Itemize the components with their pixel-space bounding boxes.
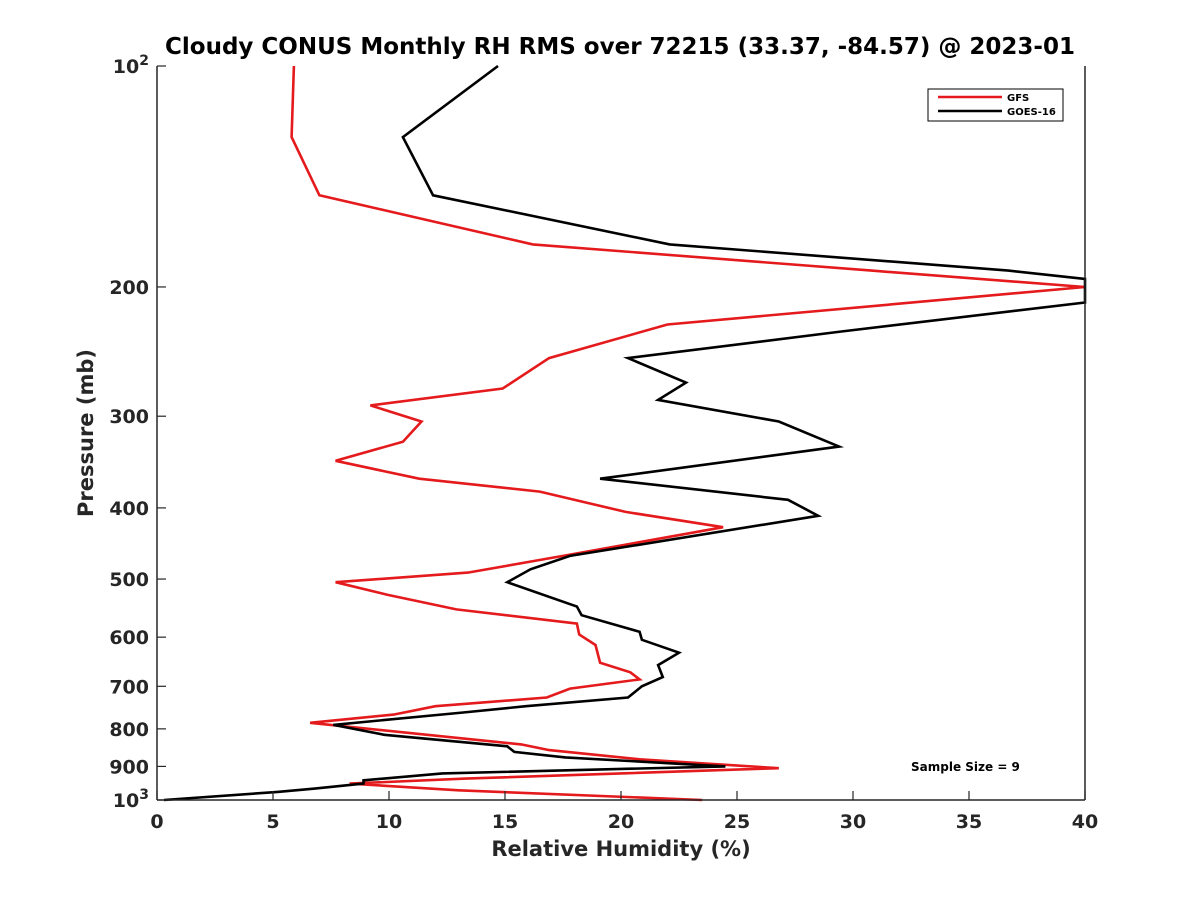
legend-label-goes16: GOES-16: [1007, 107, 1056, 118]
x-tick-label: 30: [840, 811, 866, 833]
x-tick-label: 25: [724, 811, 750, 833]
legend-box: [927, 88, 1064, 122]
legend-label-gfs: GFS: [1007, 93, 1029, 104]
x-tick-label: 20: [608, 811, 634, 833]
sample-size-annotation: Sample Size = 9: [911, 760, 1020, 774]
y-tick-label: 200: [109, 277, 149, 299]
x-axis-label: Relative Humidity (%): [491, 837, 750, 861]
y-tick-label: 500: [109, 569, 149, 591]
y-tick-label: 600: [109, 627, 149, 649]
y-tick-label: 700: [109, 676, 149, 698]
x-tick-label: 10: [376, 811, 402, 833]
legend: GFS GOES-16: [927, 88, 1064, 122]
y-tick-label: 400: [109, 498, 149, 520]
series-line-goes16: [163, 64, 1087, 802]
y-ticks: 102 200 300 400 500 600 700 800 900 103: [109, 53, 166, 812]
chart-title: Cloudy CONUS Monthly RH RMS over 72215 (…: [165, 34, 1075, 60]
series-line-gfs: [290, 65, 1086, 802]
x-tick-label: 5: [266, 811, 279, 833]
y-tick-label: 102: [113, 53, 149, 78]
x-tick-label: 35: [956, 811, 982, 833]
y-tick-label: 300: [109, 406, 149, 428]
y-tick-label: 800: [109, 719, 149, 741]
x-ticks: 0 5 10 15 20 25 30 35 40: [150, 791, 1098, 833]
x-tick-label: 40: [1072, 811, 1098, 833]
axes: [156, 66, 1086, 801]
series-layer: [163, 64, 1087, 802]
y-axis-label: Pressure (mb): [74, 349, 98, 517]
y-tick-label: 900: [109, 756, 149, 778]
x-tick-label: 0: [150, 811, 163, 833]
x-tick-label: 15: [492, 811, 518, 833]
y-tick-label: 103: [113, 787, 149, 812]
